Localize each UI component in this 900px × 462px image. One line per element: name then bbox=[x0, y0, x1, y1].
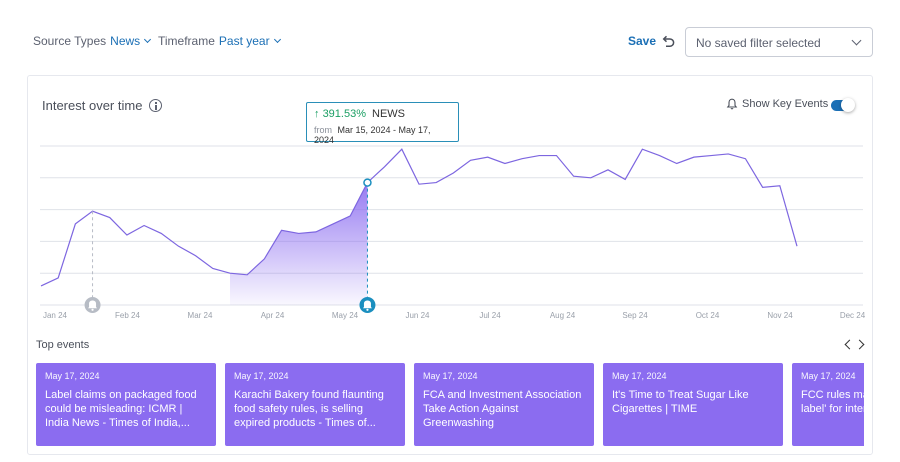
prev-events-button[interactable] bbox=[844, 339, 855, 350]
highlight-area bbox=[230, 182, 368, 305]
x-tick-label: Aug 24 bbox=[550, 311, 576, 320]
key-events-toggle[interactable] bbox=[831, 98, 855, 112]
info-icon[interactable] bbox=[149, 99, 163, 112]
source-types-value: News bbox=[110, 34, 141, 48]
event-date: May 17, 2024 bbox=[234, 371, 289, 381]
event-date: May 17, 2024 bbox=[801, 371, 856, 381]
top-events-list: May 17, 2024 Label claims on packaged fo… bbox=[36, 363, 864, 448]
x-tick-label: Nov 24 bbox=[767, 311, 793, 320]
tooltip-change: ↑ 391.53% bbox=[314, 108, 366, 120]
x-tick-label: Sep 24 bbox=[622, 311, 648, 320]
event-date: May 17, 2024 bbox=[612, 371, 667, 381]
filter-bar: Source Types News Timeframe Past year Sa… bbox=[0, 0, 900, 76]
x-tick-label: Dec 24 bbox=[840, 311, 866, 320]
x-tick-label: Jun 24 bbox=[405, 311, 430, 320]
bell-icon bbox=[362, 300, 372, 309]
event-title: It's Time to Treat Sugar Like Cigarettes… bbox=[612, 389, 749, 415]
chevron-down-icon bbox=[144, 35, 152, 44]
timeframe-value: Past year bbox=[218, 34, 270, 48]
chevron-down-icon bbox=[273, 35, 281, 44]
x-tick-label: Oct 24 bbox=[696, 311, 720, 320]
saved-filter-select[interactable]: No saved filter selected bbox=[685, 27, 873, 57]
event-card[interactable]: May 17, 2024 FCA and Investment Associat… bbox=[414, 363, 594, 446]
x-tick-label: Mar 24 bbox=[188, 311, 213, 320]
series-line bbox=[40, 148, 798, 287]
event-title: FCC rules mandate 'nutrition label' for … bbox=[801, 389, 864, 415]
source-types-filter[interactable]: Source Types News bbox=[33, 34, 152, 48]
event-title: Label claims on packaged food could be m… bbox=[45, 389, 197, 429]
chart-title-text: Interest over time bbox=[42, 98, 143, 113]
chart-title: Interest over time bbox=[42, 98, 163, 113]
show-key-events-label: Show Key Events bbox=[742, 98, 829, 110]
source-types-label: Source Types bbox=[33, 34, 107, 48]
top-events-title: Top events bbox=[36, 339, 90, 351]
event-title: FCA and Investment Association Take Acti… bbox=[423, 389, 582, 429]
saved-filter-value: No saved filter selected bbox=[696, 36, 821, 50]
event-card[interactable]: May 17, 2024 Karachi Bakery found flaunt… bbox=[225, 363, 405, 446]
tooltip-source: NEWS bbox=[372, 108, 405, 120]
event-card[interactable]: May 17, 2024 It's Time to Treat Sugar Li… bbox=[603, 363, 783, 446]
chart-tooltip: ↑ 391.53% NEWS from Mar 15, 2024 - May 1… bbox=[306, 102, 459, 145]
x-tick-label: May 24 bbox=[332, 311, 359, 320]
x-tick-label: Jul 24 bbox=[479, 311, 501, 320]
event-date: May 17, 2024 bbox=[45, 371, 100, 381]
x-tick-label: Feb 24 bbox=[115, 311, 140, 320]
bell-icon bbox=[726, 98, 738, 110]
timeframe-label: Timeframe bbox=[158, 34, 215, 48]
tooltip-from-label: from bbox=[314, 125, 332, 135]
hover-point bbox=[363, 178, 372, 187]
interest-over-time-card: Jan 24 Feb 24 Mar 24 Apr 24 May 24 Jun 24 Jul … bbox=[27, 75, 873, 455]
event-card[interactable]: May 17, 2024 FCC rules mandate 'nutritio… bbox=[792, 363, 864, 446]
event-card[interactable]: May 17, 2024 Label claims on packaged fo… bbox=[36, 363, 216, 446]
next-events-button[interactable] bbox=[854, 339, 865, 350]
bell-clapper bbox=[91, 308, 94, 311]
tooltip-change-value: 391.53% bbox=[322, 108, 366, 120]
save-button[interactable]: Save bbox=[628, 34, 657, 48]
event-title: Karachi Bakery found flaunting food safe… bbox=[234, 389, 384, 429]
chevron-down-icon bbox=[851, 35, 862, 46]
show-key-events: Show Key Events bbox=[726, 98, 828, 110]
x-tick-label: Jan 24 bbox=[43, 311, 68, 320]
event-date: May 17, 2024 bbox=[423, 371, 478, 381]
interest-chart: Jan 24 Feb 24 Mar 24 Apr 24 May 24 Jun 24 Jul … bbox=[40, 145, 866, 320]
bell-clapper bbox=[366, 308, 369, 311]
undo-icon[interactable] bbox=[660, 33, 676, 49]
tooltip-range: Mar 15, 2024 - May 17, 2024 bbox=[314, 125, 431, 145]
bell-icon bbox=[88, 300, 98, 309]
toggle-knob bbox=[841, 98, 855, 112]
x-tick-label: Apr 24 bbox=[261, 311, 285, 320]
timeframe-filter[interactable]: Timeframe Past year bbox=[158, 34, 281, 48]
